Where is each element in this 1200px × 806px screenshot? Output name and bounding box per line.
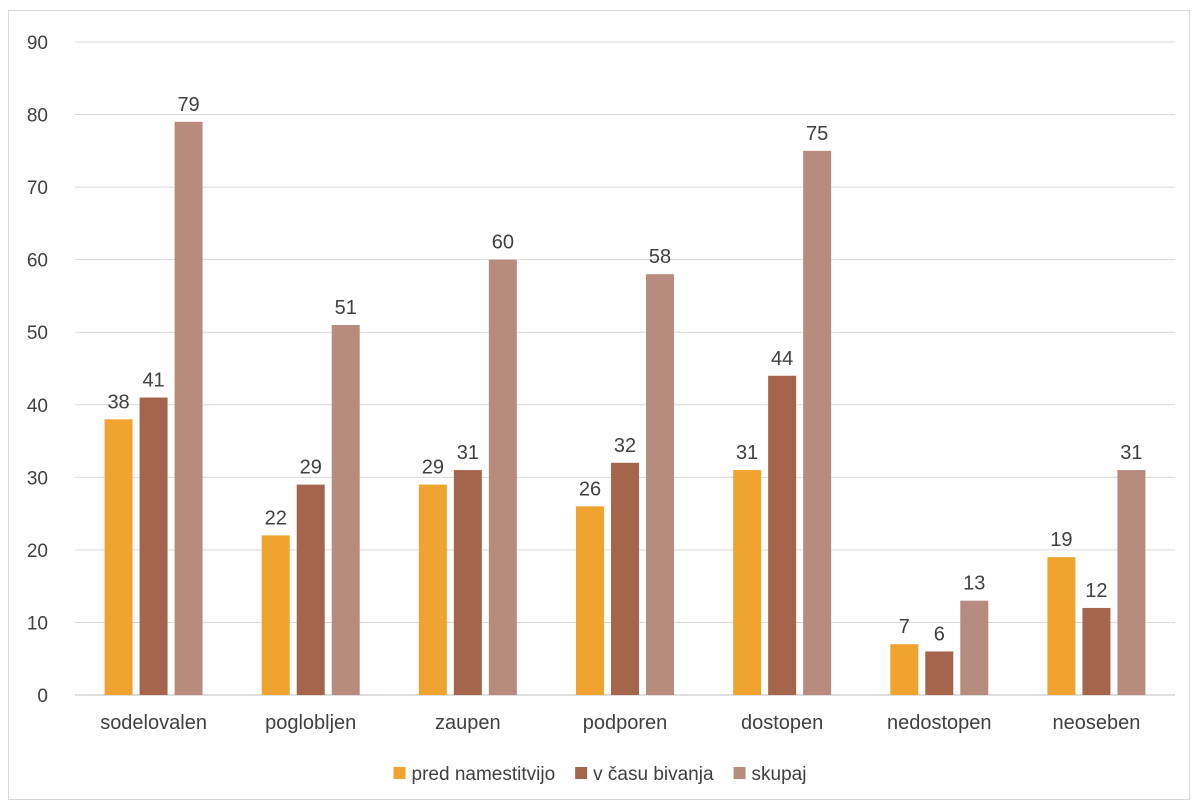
legend-label: v času bivanja [593, 764, 714, 785]
y-tick-label: 80 [27, 106, 48, 127]
data-label: 29 [422, 457, 444, 479]
x-category-label: nedostopen [887, 712, 992, 734]
data-label: 75 [806, 123, 828, 145]
data-label: 7 [899, 616, 910, 638]
x-category-label: sodelovalen [100, 712, 207, 734]
data-label: 26 [579, 478, 601, 500]
bars [104, 121, 1146, 696]
bar [174, 121, 203, 696]
bar [576, 506, 604, 695]
legend: pred namestitvijo v času bivanja skupaj [393, 764, 807, 785]
data-label: 38 [107, 391, 129, 413]
bar [733, 470, 762, 695]
data-label: 79 [177, 94, 199, 116]
data-label: 12 [1085, 580, 1107, 602]
y-tick-label: 70 [27, 178, 48, 199]
legend-swatch [733, 767, 746, 779]
data-label: 44 [771, 348, 793, 370]
bar [1047, 557, 1076, 695]
bar [803, 150, 832, 696]
y-tick-label: 30 [27, 468, 48, 489]
x-category-label: dostopen [741, 712, 823, 734]
data-label: 31 [457, 442, 479, 464]
data-label: 29 [300, 457, 322, 479]
data-label: 32 [614, 435, 636, 457]
bar [960, 600, 989, 695]
bar [296, 484, 325, 695]
legend-label: skupaj [752, 764, 807, 785]
bar [646, 274, 674, 695]
data-labels: 38 41 79 22 29 51 29 31 60 26 32 58 31 44 75 7 6 13 19 12 31 [107, 94, 1142, 646]
x-category-label: podporen [583, 712, 668, 734]
bar [331, 324, 360, 695]
x-category-label: zaupen [435, 712, 501, 734]
y-tick-label: 90 [27, 33, 48, 54]
data-label: 31 [1120, 442, 1142, 464]
data-label: 31 [736, 442, 758, 464]
bar [1117, 470, 1146, 695]
data-label: 13 [963, 573, 985, 595]
bar [611, 462, 639, 695]
y-tick-label: 40 [27, 396, 48, 417]
legend-swatch [575, 767, 588, 779]
data-label: 51 [335, 297, 357, 319]
data-label: 41 [142, 370, 164, 392]
y-tick-label: 10 [27, 613, 48, 634]
data-label: 6 [934, 623, 945, 645]
data-label: 19 [1050, 529, 1072, 551]
y-tick-label: 60 [27, 251, 48, 272]
data-label: 22 [265, 507, 287, 529]
bar [261, 535, 290, 695]
bar [925, 651, 954, 695]
data-label: 58 [649, 246, 671, 268]
bar [104, 419, 133, 695]
bar [1082, 607, 1111, 695]
x-category-label: neoseben [1052, 712, 1140, 734]
y-tick-label: 50 [27, 323, 48, 344]
bar [453, 470, 482, 695]
x-axis-categories: sodelovalen poglobljen zaupen podporen dosto… [100, 712, 1140, 734]
data-label: 60 [492, 232, 514, 254]
bar [488, 259, 517, 695]
y-tick-label: 20 [27, 541, 48, 562]
x-category-label: poglobljen [265, 712, 356, 734]
bar [768, 375, 797, 695]
bar [418, 484, 447, 695]
bar [890, 644, 919, 695]
legend-swatch [393, 767, 406, 779]
y-axis-ticks: 0 10 20 30 40 50 60 70 80 90 [27, 33, 48, 707]
bar [139, 397, 168, 695]
legend-label: pred namestitvijo [412, 764, 556, 785]
y-tick-label: 0 [37, 686, 48, 707]
